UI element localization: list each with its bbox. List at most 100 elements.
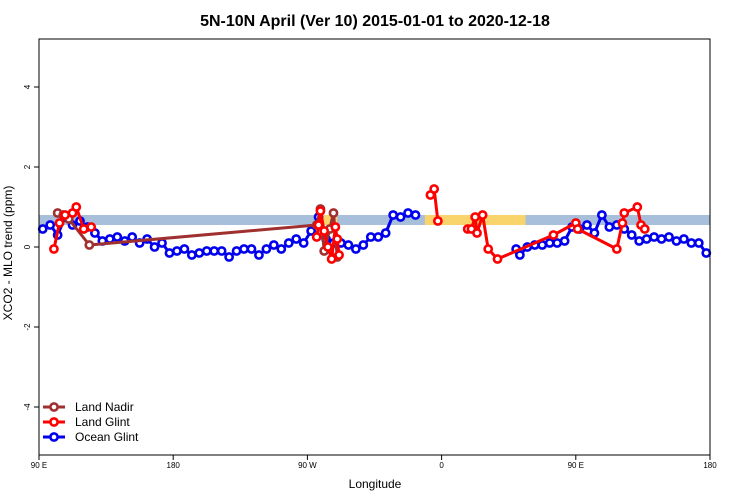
data-point	[679, 234, 689, 244]
x-tick-label: 90 W	[298, 461, 317, 470]
data-point	[604, 222, 615, 232]
data-point	[268, 240, 279, 250]
data-point	[388, 210, 399, 220]
data-point	[492, 254, 503, 264]
data-point	[403, 208, 413, 218]
data-point	[395, 212, 406, 222]
x-tick-label: 180	[703, 461, 717, 470]
band-land-segment	[318, 215, 338, 225]
data-point	[634, 236, 645, 246]
data-point	[693, 238, 704, 248]
data-point	[619, 208, 630, 218]
x-tick-label: 0	[439, 461, 444, 470]
data-point	[641, 234, 652, 244]
data-point	[358, 240, 369, 250]
data-point	[45, 220, 56, 230]
x-tick-label: 180	[167, 461, 181, 470]
data-point	[246, 244, 257, 254]
data-point	[306, 226, 317, 236]
data-point	[477, 210, 488, 220]
band-land-segment	[490, 215, 509, 225]
data-point	[330, 222, 341, 232]
data-point	[429, 184, 440, 194]
data-point	[373, 232, 384, 242]
y-tick-label: -4	[23, 403, 32, 411]
legend-marker	[49, 417, 59, 427]
data-point	[559, 236, 570, 246]
data-point	[328, 208, 339, 218]
data-point	[172, 246, 182, 256]
data-point	[664, 232, 674, 242]
x-tick-label: 90 E	[568, 461, 584, 470]
data-point	[649, 232, 659, 242]
data-point	[201, 246, 212, 256]
chart-title: 5N-10N April (Ver 10) 2015-01-01 to 2020…	[200, 13, 550, 30]
data-point	[283, 238, 294, 248]
data-point	[572, 224, 583, 234]
data-point	[686, 238, 697, 248]
data-point	[149, 242, 160, 252]
data-point	[350, 244, 361, 254]
legend-marker	[49, 402, 59, 412]
data-point	[483, 244, 494, 254]
data-point	[261, 244, 272, 254]
data-point	[298, 238, 309, 248]
data-point	[313, 220, 324, 230]
legend-label: Land Nadir	[75, 400, 134, 414]
data-point	[179, 244, 190, 254]
x-axis-label: Longitude	[349, 477, 402, 491]
data-point	[656, 234, 667, 244]
band-ocean	[39, 215, 710, 225]
data-point	[472, 228, 482, 238]
data-point	[365, 232, 376, 242]
data-point	[639, 224, 650, 234]
series-line	[467, 205, 646, 261]
data-point	[319, 226, 330, 236]
y-tick-label: 2	[23, 164, 32, 169]
data-point	[164, 248, 175, 258]
data-point	[323, 242, 333, 252]
data-point	[231, 246, 242, 256]
y-tick-label: 4	[23, 84, 32, 89]
data-point	[701, 248, 712, 258]
data-point	[611, 244, 622, 254]
data-point	[112, 232, 123, 242]
data-point	[326, 254, 337, 264]
data-point	[291, 234, 302, 244]
data-point	[334, 250, 344, 260]
data-point	[315, 206, 326, 216]
data-point	[276, 244, 287, 254]
data-point	[470, 212, 481, 222]
data-point	[617, 218, 628, 228]
data-point	[78, 224, 89, 234]
data-point	[343, 240, 354, 250]
data-point	[194, 248, 205, 258]
legend-label: Ocean Glint	[75, 430, 139, 444]
data-point	[54, 218, 65, 228]
series-layer	[37, 184, 712, 264]
data-point	[37, 224, 48, 234]
data-point	[380, 228, 391, 238]
data-point	[544, 238, 555, 248]
data-point	[71, 202, 82, 212]
data-point	[49, 244, 59, 254]
data-point	[311, 232, 322, 242]
data-point	[60, 210, 70, 220]
axes: 90 E 180 90 W 0 90 E 180 -4 -2 0 2 4	[23, 84, 717, 470]
data-point	[514, 250, 525, 260]
data-point	[332, 234, 343, 244]
data-point	[671, 236, 682, 246]
y-tick-label: -2	[23, 323, 32, 331]
y-axis-label: XCO2 - MLO trend (ppm)	[1, 186, 15, 321]
data-point	[209, 246, 220, 256]
y-tick-label: 0	[23, 244, 32, 249]
data-point	[157, 238, 167, 248]
data-point	[239, 244, 249, 254]
data-point	[632, 202, 643, 212]
data-point	[216, 246, 227, 256]
data-point	[552, 238, 563, 248]
series-land-glint	[49, 184, 650, 264]
data-point	[86, 222, 97, 232]
